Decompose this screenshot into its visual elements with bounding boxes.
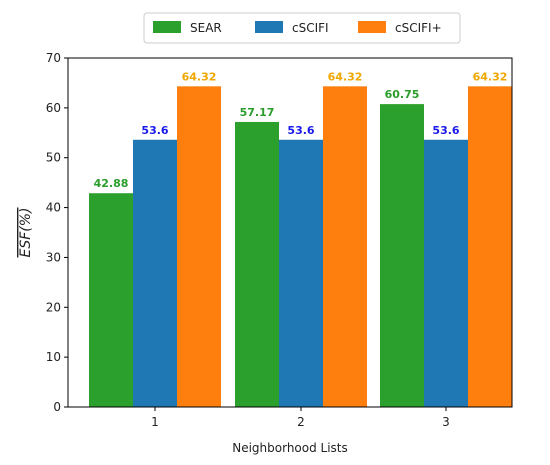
bar-cscifi--1 [177, 86, 221, 408]
legend-label-cscifi: cSCIFI [292, 21, 329, 35]
bar-cscifi-2 [279, 139, 323, 407]
x-tick-label: 1 [151, 415, 159, 429]
legend: SEAR cSCIFI cSCIFI+ [143, 12, 461, 44]
data-label-cscifi-1: 53.6 [141, 124, 168, 137]
data-label-cscifi-2: 53.6 [287, 124, 314, 137]
data-label-cscifi--2: 64.32 [328, 70, 363, 83]
data-label-sear-2: 57.17 [240, 106, 275, 119]
bar-cscifi--2 [323, 86, 367, 408]
data-label-sear-1: 42.88 [94, 177, 129, 190]
bar-sear-3 [380, 104, 424, 407]
legend-label-sear: SEAR [190, 21, 222, 35]
bar-cscifi-1 [133, 139, 177, 407]
data-label-sear-3: 60.75 [385, 88, 420, 101]
y-tick-label: 70 [46, 51, 61, 65]
plot-frame [67, 57, 513, 408]
x-axis-title: Neighborhood Lists [232, 441, 348, 455]
y-tick-label: 60 [46, 101, 61, 115]
legend-swatch-cscifi [255, 21, 283, 33]
bar-sear-1 [89, 193, 133, 407]
data-labels-group: 42.88 57.17 60.75 53.6 53.6 53.6 64.32 64.32 64.… [94, 70, 508, 190]
x-tick-label: 2 [297, 415, 305, 429]
data-label-cscifi--3: 64.32 [473, 70, 508, 83]
bar-cscifi-3 [424, 139, 468, 407]
y-tick-label: 40 [46, 201, 61, 215]
legend-label-cscifi-: cSCIFI+ [395, 21, 442, 35]
y-tick-label: 20 [46, 300, 61, 314]
y-tick-label: 0 [53, 400, 61, 414]
legend-swatch-sear [153, 21, 181, 33]
y-axis-title: ESF(%) [18, 207, 34, 257]
legend-swatch-cscifi- [358, 21, 386, 33]
bar-sear-2 [235, 121, 279, 408]
bar-cscifi--3 [468, 86, 512, 408]
y-tick-label: 50 [46, 151, 61, 165]
y-tick-label: 30 [46, 250, 61, 264]
bars-group [89, 86, 512, 408]
y-tick-label: 10 [46, 350, 61, 364]
data-label-cscifi-3: 53.6 [432, 124, 459, 137]
data-label-cscifi--1: 64.32 [182, 70, 217, 83]
axes-group: 0 10 20 30 40 50 60 70 1 2 3 [46, 51, 513, 429]
x-tick-label: 3 [442, 415, 450, 429]
legend-box [143, 12, 461, 44]
